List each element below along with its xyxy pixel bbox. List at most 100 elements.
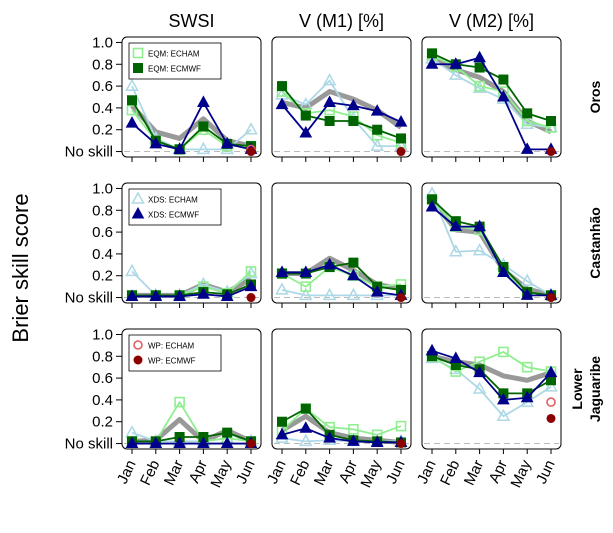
column-title: V (M1) [%]: [299, 11, 384, 31]
row-label: Castanhão: [587, 207, 603, 279]
x-tick-label: May: [357, 457, 385, 490]
data-point: [370, 138, 384, 151]
legend-box: [128, 188, 222, 226]
series: [425, 199, 558, 300]
data-point: [472, 381, 487, 394]
x-tick-label: Jun: [233, 458, 259, 487]
series-line: [431, 349, 552, 401]
data-point: [449, 219, 463, 232]
data-point: [546, 116, 556, 126]
data-point: [277, 416, 287, 427]
data-point: [496, 408, 511, 422]
panel-r0-c1: [271, 36, 412, 162]
data-point: [149, 436, 163, 449]
series: [125, 78, 258, 155]
series: [427, 194, 556, 301]
data-point: [299, 125, 313, 138]
data-point: [198, 121, 209, 132]
data-point: [133, 355, 143, 365]
series: [396, 439, 406, 449]
data-point: [149, 289, 163, 301]
data-point: [546, 293, 556, 303]
series-line: [431, 193, 552, 297]
data-point: [396, 293, 406, 303]
legend-label: WP: ECHAM: [148, 342, 195, 351]
x-tick-label: May: [507, 457, 535, 490]
x-tick-label: Feb: [287, 458, 313, 489]
data-point: [322, 287, 337, 301]
series: [430, 56, 553, 135]
series-line: [431, 198, 552, 297]
data-point: [425, 57, 439, 69]
y-tick-label: 0.8: [92, 56, 113, 73]
panel-r1-c1: [271, 182, 412, 308]
data-point: [131, 206, 145, 219]
data-point: [246, 439, 256, 449]
data-point: [546, 413, 556, 423]
legend: WP: ECHAM WP: ECMWF: [128, 334, 222, 372]
series: [546, 147, 556, 157]
y-tick-label: No skill: [65, 436, 113, 453]
data-point: [323, 431, 336, 443]
data-point: [473, 50, 486, 63]
data-point: [125, 263, 139, 277]
series-line: [431, 206, 551, 297]
legend-label: XDS: ECHAM: [148, 196, 198, 205]
column-title: SWSI: [168, 11, 214, 31]
data-point: [323, 257, 336, 270]
y-tick-label: 1.0: [92, 326, 113, 343]
x-tick-label: Jan: [414, 458, 440, 487]
data-point: [245, 266, 257, 277]
y-tick-label: 0.8: [92, 202, 113, 219]
data-point: [220, 136, 234, 149]
x-tick-label: Jan: [114, 458, 140, 487]
data-point: [346, 287, 361, 301]
series: [425, 343, 558, 405]
row-label-line: Lower: [569, 368, 585, 410]
y-tick-label: 0.4: [92, 246, 113, 263]
y-tick-label: No skill: [65, 290, 113, 307]
data-point: [449, 57, 463, 69]
data-point: [348, 116, 359, 126]
data-point: [370, 435, 384, 447]
data-point: [474, 62, 485, 73]
data-point: [324, 116, 335, 126]
data-point: [544, 365, 558, 378]
data-point: [425, 199, 439, 212]
series: [546, 293, 556, 303]
panel-frame: [121, 36, 262, 158]
column-title: V (M2) [%]: [449, 11, 534, 31]
x-tick-label: Mar: [461, 458, 487, 489]
data-point: [197, 287, 210, 299]
row-label: Oros: [587, 80, 603, 113]
data-point: [196, 141, 211, 155]
data-point: [520, 116, 534, 130]
x-tick-label: Jun: [383, 458, 409, 487]
legend-box: [128, 334, 222, 372]
data-point: [300, 110, 311, 121]
data-point: [275, 265, 289, 277]
panel-frame: [271, 182, 412, 304]
x-tick-label: Feb: [137, 458, 163, 489]
data-point: [522, 108, 533, 119]
legend-label: EQM: ECMWF: [148, 65, 201, 74]
panel-r1-c0: No skill 0.2 0.4 0.6 0.8 1.0: [65, 180, 262, 308]
data-point: [300, 403, 311, 414]
data-point: [427, 48, 437, 59]
data-point: [125, 78, 139, 91]
data-point: [173, 142, 186, 154]
data-point: [323, 95, 336, 107]
data-point: [348, 257, 359, 268]
data-point: [497, 265, 510, 277]
panel-frame: [421, 36, 562, 158]
x-tick-label: Jan: [264, 458, 290, 487]
data-point: [449, 67, 463, 80]
data-point: [173, 436, 186, 449]
panel-r0-c2: [421, 36, 562, 162]
data-point: [126, 104, 138, 116]
data-point: [220, 436, 234, 449]
x-tick-label: Jun: [533, 458, 559, 487]
series: [246, 293, 256, 303]
x-tick-label: Mar: [161, 458, 187, 489]
